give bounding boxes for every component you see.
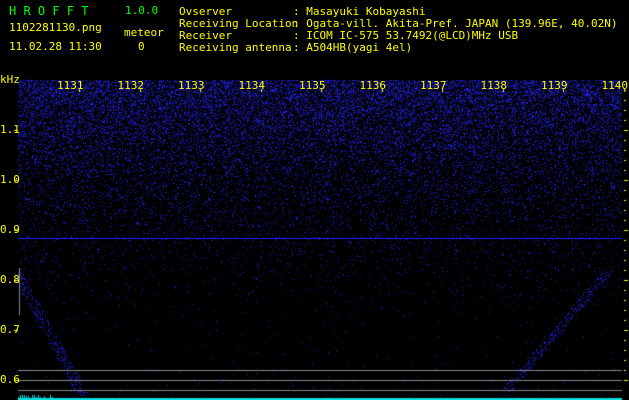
y-tick-label: 0.6 — [0, 373, 20, 387]
x-tick-label: 1133 — [178, 79, 205, 92]
x-tick-label: 1139 — [541, 79, 568, 92]
info-value: : Masayuki Kobayashi — [293, 5, 426, 18]
info-value: : A504HB(yagi 4el) — [293, 41, 413, 54]
meteor-label: meteor — [124, 26, 164, 39]
x-tick-label: 1134 — [238, 79, 266, 92]
y-axis-label: kHz — [0, 73, 20, 86]
info-label: Receiving Location — [179, 17, 299, 30]
app-version: 1.0.0 — [125, 4, 159, 17]
y-tick-label: 0.7 — [0, 323, 20, 337]
app-name: H R O F F T — [9, 4, 89, 18]
y-tick-label: 1.0 — [0, 173, 20, 187]
meteor-count: 0 — [138, 40, 145, 53]
y-tick-label: 1.1 — [0, 123, 20, 137]
x-tick-label: 1135 — [299, 79, 326, 92]
x-tick-label: 1131 — [57, 79, 84, 92]
filename: 1102281130.png — [9, 21, 102, 34]
x-tick-label: 1132 — [117, 79, 145, 92]
info-label: Receiver — [179, 29, 232, 42]
y-tick-label: 0.8 — [0, 273, 20, 287]
info-value: : Ogata-vill. Akita-Pref. JAPAN (139.96E… — [293, 17, 618, 30]
x-tick-label: 1136 — [359, 79, 387, 92]
info-label: Ovserver — [179, 5, 232, 18]
datetime: 11.02.28 11:30 — [9, 40, 102, 53]
x-tick-label: 1137 — [420, 79, 447, 92]
info-label: Receiving antenna — [179, 41, 292, 54]
y-tick-label: 0.9 — [0, 223, 20, 237]
x-tick-label: 1140 — [601, 79, 629, 92]
info-value: : ICOM IC-575 53.7492(@LCD)MHz USB — [293, 29, 519, 42]
x-tick-label: 1138 — [480, 79, 508, 92]
